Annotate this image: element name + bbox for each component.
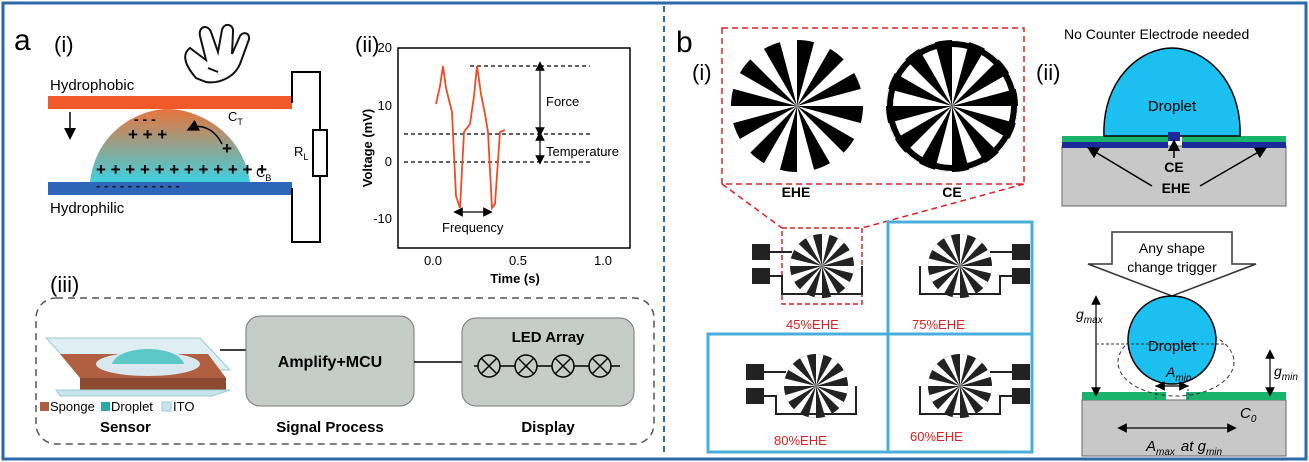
legend-droplet: Droplet [111,399,153,414]
pct-60-label: 60%EHE [910,429,963,444]
arrow-text-1: Any shape [1139,240,1205,256]
legend-ito: ITO [173,399,194,414]
hydrophobic-label: Hydrophobic [50,77,135,94]
panel-a-i-label: (i) [54,32,74,57]
xtick-1: 1.0 [594,253,612,268]
ct-label: CT [228,109,243,127]
panel-b-label: b [676,26,693,59]
device-45 [752,234,863,298]
device-75 [919,234,1030,298]
arrow-text-2: change trigger [1127,259,1217,275]
charges-top-minus: - - - [134,111,156,127]
cb-label: CB [256,165,271,183]
charge-plus-single: + [222,139,232,158]
hydrophilic-label: Hydrophilic [50,200,125,217]
device-80 [746,354,857,418]
gmax-label: gmax [1076,306,1104,326]
zoom-dashed-box [721,27,1025,185]
signal-box-label: Amplify+MCU [278,354,382,371]
device-box-60 [886,332,1034,454]
panel-a-label: a [14,24,31,57]
signal-process-block [245,315,415,407]
ehe-pattern [731,40,863,172]
signal-caption: Signal Process [276,419,384,436]
droplet-label-bottom: Droplet [1148,338,1197,355]
charges-bottom-minus: - - - - - - - - - - - [96,178,180,193]
no-ce-title: No Counter Electrode needed [1064,26,1249,42]
xtick-0: 0.0 [424,253,442,268]
ce-cross-label: CE [1164,159,1183,175]
charges-row-plus: + + + + + + + + + + + + [96,160,267,179]
ytick-neg10: -10 [373,211,392,226]
shape-change-arrow [1087,231,1257,297]
led-icons [474,354,620,378]
hydrophilic-plate [48,182,292,195]
ytick-20: 20 [378,40,392,55]
ann-frequency: Frequency [442,220,504,235]
chart-xlabel: Time (s) [490,271,540,286]
droplet-shape [90,109,250,182]
panel-a-iii-label: (iii) [50,272,79,297]
pct-80-label: 80%EHE [774,433,827,448]
display-caption: Display [521,419,575,436]
c0-label: C0 [1240,405,1257,425]
sensor-illustration [44,337,232,397]
device-45-highlight [781,227,863,305]
sensor-caption: Sensor [100,419,151,436]
amax-label: Amax at gmin [1145,438,1223,458]
legend-sponge: Sponge [50,399,95,414]
hydrophobic-plate [48,96,292,109]
pct-45-label: 45%EHE [786,317,839,332]
chart-plot-area [397,47,631,249]
ce-pattern [886,40,1018,172]
charge-flow-arrow [186,119,223,145]
ann-force: Force [546,94,579,109]
ce-label: CE [942,184,961,200]
amin-label: Amin [1165,364,1192,384]
capacitance-cross-section [1081,295,1287,457]
panel-a-ii-label: (ii) [355,32,379,57]
load-resistor [312,129,328,177]
system-dashed-box [35,297,655,445]
charges-top-plus: + + + [128,125,167,144]
xtick-05: 0.5 [509,253,527,268]
pct-75-label: 75%EHE [912,317,965,332]
hand-icon [184,24,250,84]
voltage-chart: 20 10 0 -10 0.0 0.5 1.0 Time (s) Voltage… [360,40,631,286]
ytick-0: 0 [385,154,392,169]
gmin-label: gmin [1274,363,1298,383]
ehe-label: EHE [782,184,811,200]
ann-temperature: Temperature [546,144,619,159]
panel-b-i-label: (i) [692,60,712,85]
droplet-label-top: Droplet [1148,98,1197,115]
led-array-label: LED Array [512,329,585,346]
display-block [461,317,635,407]
voltage-trace [435,65,506,211]
rl-label: RL [294,144,308,162]
ytick-10: 10 [378,98,392,113]
panel-b-ii-label: (ii) [1036,60,1060,85]
ehe-cross-label: EHE [1162,180,1191,196]
device-60 [919,354,1030,418]
chart-ylabel: Voltage (mV) [360,109,375,188]
